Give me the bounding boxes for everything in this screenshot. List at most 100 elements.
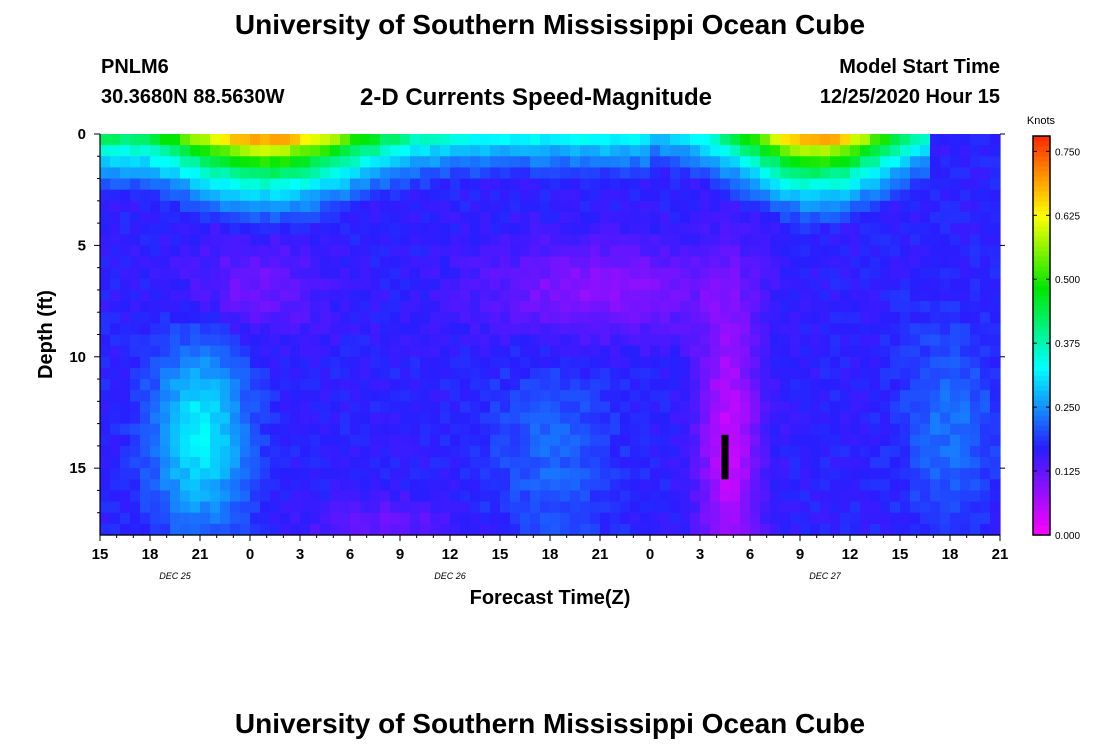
heatmap-cell	[260, 412, 271, 424]
heatmap-cell	[470, 424, 481, 436]
heatmap-cell	[640, 513, 651, 525]
heatmap-cell	[340, 468, 351, 480]
heatmap-cell	[400, 524, 411, 536]
heatmap-cell	[330, 268, 341, 280]
heatmap-cell	[920, 412, 931, 424]
heatmap-cell	[330, 412, 341, 424]
heatmap-cell	[840, 368, 851, 380]
heatmap-cell	[340, 446, 351, 458]
heatmap-cell	[480, 435, 491, 447]
heatmap-cell	[620, 290, 631, 302]
heatmap-cell	[890, 446, 901, 458]
heatmap-cell	[920, 490, 931, 502]
heatmap-cell	[600, 379, 611, 391]
heatmap-cell	[390, 179, 401, 191]
heatmap-cell	[380, 457, 391, 469]
heatmap-cell	[450, 279, 461, 291]
heatmap-cell	[350, 390, 361, 402]
heatmap-cell	[860, 435, 871, 447]
heatmap-cell	[560, 357, 571, 369]
heatmap-cell	[510, 245, 521, 257]
heatmap-cell	[890, 346, 901, 358]
heatmap-cell	[620, 401, 631, 413]
heatmap-cell	[600, 223, 611, 235]
colorbar-segment	[1033, 375, 1050, 381]
x-tick-label: 6	[346, 546, 354, 563]
heatmap-cell	[890, 201, 901, 213]
heatmap-cell	[890, 401, 901, 413]
heatmap-cell	[670, 167, 681, 179]
heatmap-cell	[320, 502, 331, 514]
heatmap-cell	[410, 179, 421, 191]
heatmap-cell	[430, 524, 441, 536]
heatmap-cell	[970, 379, 981, 391]
colorbar-segment	[1033, 266, 1050, 272]
heatmap-cell	[460, 301, 471, 313]
colorbar-segment	[1033, 291, 1050, 297]
heatmap-cell	[540, 234, 551, 246]
heatmap-cell	[810, 201, 821, 213]
heatmap-cell	[310, 201, 321, 213]
heatmap-cell	[790, 190, 801, 202]
heatmap-cell	[630, 401, 641, 413]
heatmap-cell	[550, 457, 561, 469]
heatmap-cell	[430, 156, 441, 168]
heatmap-cell	[420, 390, 431, 402]
heatmap-cell	[390, 145, 401, 157]
heatmap-cell	[930, 513, 941, 525]
heatmap-cell	[750, 134, 761, 146]
heatmap-cell	[300, 301, 311, 313]
heatmap-cell	[930, 145, 941, 157]
heatmap-cell	[670, 424, 681, 436]
heatmap-cell	[630, 357, 641, 369]
heatmap-cell	[940, 167, 951, 179]
heatmap-cell	[560, 190, 571, 202]
heatmap-cell	[710, 245, 721, 257]
heatmap-cell	[640, 357, 651, 369]
heatmap-cell	[860, 179, 871, 191]
heatmap-cell	[400, 312, 411, 324]
heatmap-cell	[300, 201, 311, 213]
heatmap-cell	[680, 290, 691, 302]
y-tick-label: 0	[78, 126, 86, 143]
heatmap-cell	[640, 245, 651, 257]
heatmap-cell	[200, 301, 211, 313]
heatmap-cell	[400, 179, 411, 191]
heatmap-cell	[390, 379, 401, 391]
heatmap-cell	[190, 323, 201, 335]
heatmap-cell	[970, 323, 981, 335]
heatmap-cell	[500, 290, 511, 302]
heatmap-cell	[620, 179, 631, 191]
heatmap-cell	[320, 145, 331, 157]
heatmap-cell	[870, 513, 881, 525]
heatmap-cell	[660, 201, 671, 213]
heatmap-cell	[980, 401, 991, 413]
heatmap-cell	[680, 479, 691, 491]
heatmap-cell	[530, 212, 541, 224]
heatmap-cell	[470, 245, 481, 257]
heatmap-cell	[930, 457, 941, 469]
heatmap-cell	[920, 424, 931, 436]
heatmap-cell	[350, 435, 361, 447]
heatmap-cell	[620, 335, 631, 347]
heatmap-cell	[490, 145, 501, 157]
heatmap-cell	[290, 490, 301, 502]
heatmap-cell	[900, 335, 911, 347]
heatmap-cell	[230, 290, 241, 302]
heatmap-cell	[100, 290, 111, 302]
heatmap-cell	[640, 390, 651, 402]
heatmap-cell	[360, 446, 371, 458]
heatmap-cell	[780, 223, 791, 235]
heatmap-cell	[360, 190, 371, 202]
heatmap-cell	[910, 468, 921, 480]
heatmap-cell	[350, 479, 361, 491]
heatmap-cell	[950, 412, 961, 424]
heatmap-cell	[710, 490, 721, 502]
heatmap-cell	[920, 435, 931, 447]
heatmap-cell	[100, 390, 111, 402]
heatmap-cell	[940, 524, 951, 536]
heatmap-cell	[600, 513, 611, 525]
heatmap-cell	[440, 479, 451, 491]
heatmap-cell	[750, 145, 761, 157]
heatmap-cell	[410, 290, 421, 302]
